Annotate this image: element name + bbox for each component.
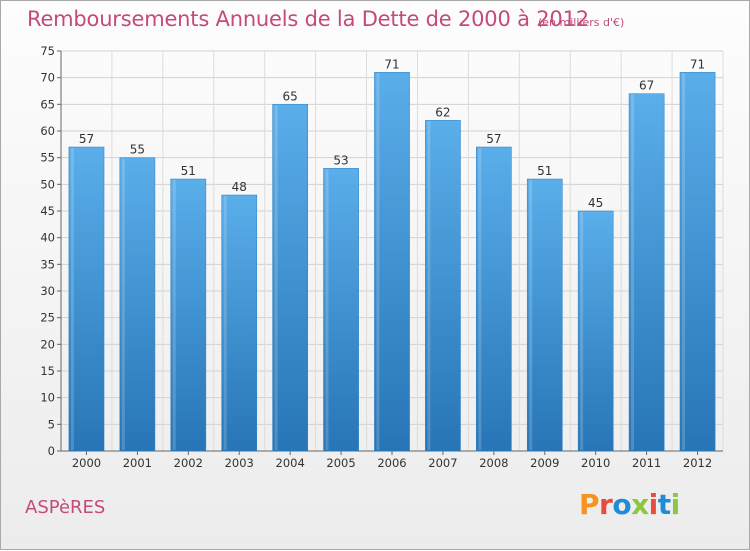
bar-highlight — [529, 180, 533, 450]
bar — [425, 120, 461, 452]
x-tick-label: 2007 — [428, 456, 457, 470]
proxiti-logo: Proxiti — [579, 488, 680, 521]
logo-letter: t — [657, 488, 671, 521]
bar — [323, 168, 359, 452]
value-label: 67 — [639, 79, 654, 93]
bar — [68, 146, 105, 452]
x-tick-label: 2010 — [581, 456, 610, 470]
y-tick-label: 20 — [40, 337, 55, 351]
value-label: 57 — [486, 132, 501, 146]
value-label: 55 — [130, 143, 145, 157]
bar — [577, 210, 614, 452]
y-tick-label: 15 — [40, 364, 55, 378]
bar-highlight — [681, 73, 685, 450]
value-label: 51 — [181, 164, 196, 178]
x-tick-label: 2006 — [377, 456, 406, 470]
bar-highlight — [223, 196, 227, 450]
chart-title: Remboursements Annuels de la Dette de 20… — [27, 7, 589, 31]
bar-highlight — [172, 180, 176, 450]
bar-highlight — [478, 148, 482, 450]
labels: 0 5 10 15 20 25 30 35 40 45 50 55 60 65 70 75 57 2000 55 20… — [40, 44, 712, 470]
bar — [221, 194, 258, 452]
y-tick-label: 75 — [40, 44, 55, 58]
value-label: 45 — [588, 196, 603, 210]
logo-letter: x — [631, 488, 649, 521]
value-label: 65 — [283, 89, 298, 103]
bar-highlight — [274, 105, 278, 450]
bar — [119, 157, 156, 452]
y-tick-label: 35 — [40, 257, 55, 271]
bar-highlight — [121, 158, 125, 450]
value-label: 51 — [537, 164, 552, 178]
bar-highlight — [427, 121, 431, 450]
logo-letter: i — [648, 488, 659, 521]
logo-letter: P — [579, 488, 600, 521]
bar — [374, 72, 410, 452]
bar — [170, 178, 207, 452]
value-label: 71 — [384, 57, 399, 71]
y-tick-label: 40 — [40, 231, 55, 245]
x-tick-label: 2008 — [479, 456, 508, 470]
bar — [628, 93, 665, 452]
y-tick-label: 0 — [48, 444, 55, 458]
bar-highlight — [376, 73, 380, 450]
bar-highlight — [325, 169, 329, 451]
bars — [68, 72, 716, 452]
y-tick-label: 60 — [40, 124, 55, 138]
bar — [679, 72, 716, 452]
bar-highlight — [580, 212, 584, 450]
x-tick-label: 2001 — [123, 456, 152, 470]
logo-letter: i — [670, 488, 681, 521]
value-label: 57 — [79, 132, 94, 146]
x-tick-label: 2000 — [72, 456, 101, 470]
bar — [526, 178, 563, 452]
y-tick-label: 65 — [40, 97, 55, 111]
bar-highlight — [70, 148, 74, 450]
x-tick-label: 2002 — [174, 456, 203, 470]
y-tick-label: 10 — [40, 391, 55, 405]
bar-highlight — [631, 94, 635, 451]
logo-letter: o — [612, 488, 632, 521]
chart-subtitle: (en milliers d'€) — [538, 16, 625, 29]
value-label: 71 — [690, 57, 705, 71]
y-tick-label: 50 — [40, 177, 55, 191]
bar — [476, 146, 512, 452]
x-tick-label: 2012 — [683, 456, 712, 470]
x-tick-label: 2005 — [326, 456, 355, 470]
x-tick-label: 2011 — [632, 456, 661, 470]
y-tick-label: 5 — [48, 417, 55, 431]
x-tick-label: 2004 — [276, 456, 305, 470]
value-label: 48 — [232, 180, 247, 194]
y-tick-label: 30 — [40, 284, 55, 298]
x-tick-label: 2009 — [530, 456, 559, 470]
value-label: 53 — [333, 153, 348, 167]
x-tick-label: 2003 — [225, 456, 254, 470]
y-tick-label: 25 — [40, 311, 55, 325]
city-name: ASPèRES — [25, 497, 106, 518]
logo-letter: r — [599, 488, 613, 521]
value-label: 62 — [435, 105, 450, 119]
y-tick-label: 70 — [40, 71, 55, 85]
bar — [272, 104, 308, 452]
y-tick-label: 45 — [40, 204, 55, 218]
y-tick-label: 55 — [40, 151, 55, 165]
